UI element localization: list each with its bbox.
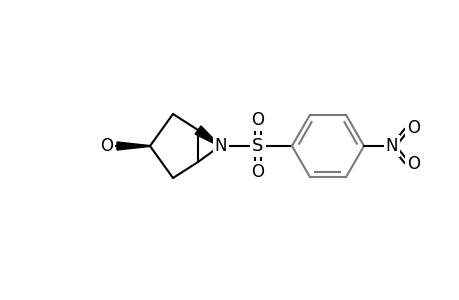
Text: N: N xyxy=(214,137,227,155)
Text: S: S xyxy=(252,137,263,155)
Polygon shape xyxy=(117,142,150,150)
Text: O: O xyxy=(407,155,420,173)
Text: O: O xyxy=(100,137,113,155)
Text: O: O xyxy=(251,163,264,181)
Text: O: O xyxy=(251,111,264,129)
Polygon shape xyxy=(195,126,220,146)
Text: N: N xyxy=(385,137,397,155)
Text: O: O xyxy=(407,119,420,137)
